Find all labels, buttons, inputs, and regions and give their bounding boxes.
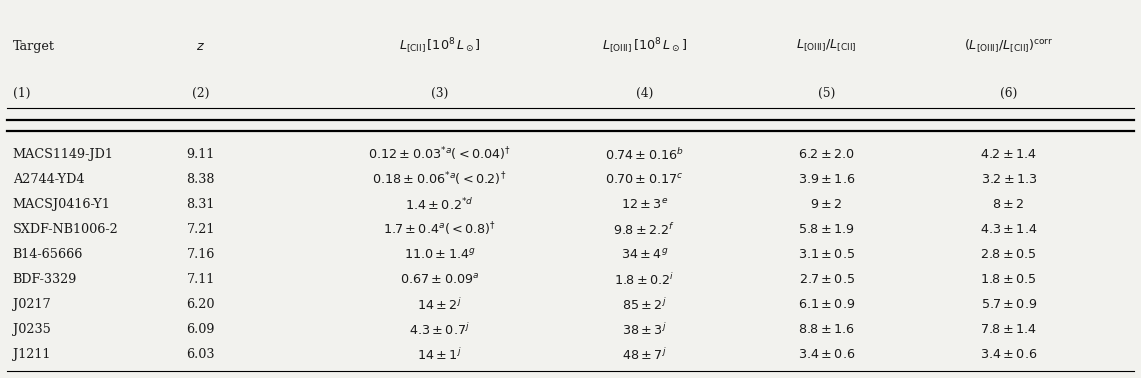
Text: (2): (2) xyxy=(192,87,209,100)
Text: $8.8\pm1.6$: $8.8\pm1.6$ xyxy=(798,323,855,336)
Text: $3.4\pm0.6$: $3.4\pm0.6$ xyxy=(798,348,856,361)
Text: $14\pm2^{j}$: $14\pm2^{j}$ xyxy=(418,297,462,313)
Text: (4): (4) xyxy=(636,87,653,100)
Text: J1211: J1211 xyxy=(13,348,50,361)
Text: $5.7\pm0.9$: $5.7\pm0.9$ xyxy=(980,298,1037,311)
Text: SXDF-NB1006-2: SXDF-NB1006-2 xyxy=(13,223,119,236)
Text: $11.0\pm1.4^{g}$: $11.0\pm1.4^{g}$ xyxy=(404,248,476,262)
Text: 7.21: 7.21 xyxy=(186,223,215,236)
Text: $34\pm4^{g}$: $34\pm4^{g}$ xyxy=(621,248,669,262)
Text: $2.7\pm0.5$: $2.7\pm0.5$ xyxy=(799,273,855,286)
Text: $L_{\rm [OIII]}\,[10^8\,L_\odot]$: $L_{\rm [OIII]}\,[10^8\,L_\odot]$ xyxy=(602,37,687,56)
Text: $1.8\pm0.5$: $1.8\pm0.5$ xyxy=(980,273,1037,286)
Text: $L_{\rm [CII]}\,[10^8\,L_\odot]$: $L_{\rm [CII]}\,[10^8\,L_\odot]$ xyxy=(398,37,480,56)
Text: $7.8\pm1.4$: $7.8\pm1.4$ xyxy=(980,323,1037,336)
Text: $85\pm2^{j}$: $85\pm2^{j}$ xyxy=(622,297,666,313)
Text: $12\pm3^{e}$: $12\pm3^{e}$ xyxy=(621,198,669,212)
Text: 6.09: 6.09 xyxy=(186,323,215,336)
Text: MACS1149-JD1: MACS1149-JD1 xyxy=(13,148,114,161)
Text: $0.18\pm0.06^{*a}(<0.2)^{\dagger}$: $0.18\pm0.06^{*a}(<0.2)^{\dagger}$ xyxy=(372,171,507,188)
Text: $z$: $z$ xyxy=(196,40,205,53)
Text: $3.9\pm1.6$: $3.9\pm1.6$ xyxy=(798,173,856,186)
Text: $6.1\pm0.9$: $6.1\pm0.9$ xyxy=(798,298,856,311)
Text: $1.8\pm0.2^{i}$: $1.8\pm0.2^{i}$ xyxy=(614,272,674,288)
Text: (3): (3) xyxy=(431,87,448,100)
Text: $6.2\pm2.0$: $6.2\pm2.0$ xyxy=(799,148,855,161)
Text: $4.2\pm1.4$: $4.2\pm1.4$ xyxy=(980,148,1037,161)
Text: $0.70\pm0.17^{c}$: $0.70\pm0.17^{c}$ xyxy=(605,173,683,187)
Text: $14\pm1^{j}$: $14\pm1^{j}$ xyxy=(418,347,462,363)
Text: $1.4\pm0.2^{*d}$: $1.4\pm0.2^{*d}$ xyxy=(405,197,474,212)
Text: $4.3\pm0.7^{j}$: $4.3\pm0.7^{j}$ xyxy=(410,322,470,338)
Text: $3.2\pm1.3$: $3.2\pm1.3$ xyxy=(980,173,1037,186)
Text: $(L_{\rm [OIII]}/L_{\rm [CII]})^{\rm corr}$: $(L_{\rm [OIII]}/L_{\rm [CII]})^{\rm cor… xyxy=(964,37,1053,55)
Text: (6): (6) xyxy=(1000,87,1018,100)
Text: $9\pm2$: $9\pm2$ xyxy=(810,198,843,211)
Text: 6.03: 6.03 xyxy=(186,348,215,361)
Text: $38\pm3^{j}$: $38\pm3^{j}$ xyxy=(622,322,666,338)
Text: B14-65666: B14-65666 xyxy=(13,248,83,261)
Text: $0.74\pm0.16^{b}$: $0.74\pm0.16^{b}$ xyxy=(605,147,683,163)
Text: A2744-YD4: A2744-YD4 xyxy=(13,173,84,186)
Text: $3.4\pm0.6$: $3.4\pm0.6$ xyxy=(980,348,1037,361)
Text: $4.3\pm1.4$: $4.3\pm1.4$ xyxy=(980,223,1037,236)
Text: $1.7\pm0.4^{a}(<0.8)^{\dagger}$: $1.7\pm0.4^{a}(<0.8)^{\dagger}$ xyxy=(383,221,496,239)
Text: (5): (5) xyxy=(818,87,835,100)
Text: 6.20: 6.20 xyxy=(186,298,215,311)
Text: (1): (1) xyxy=(13,87,31,100)
Text: J0235: J0235 xyxy=(13,323,50,336)
Text: $0.67\pm0.09^{a}$: $0.67\pm0.09^{a}$ xyxy=(399,273,479,287)
Text: MACSJ0416-Y1: MACSJ0416-Y1 xyxy=(13,198,111,211)
Text: J0217: J0217 xyxy=(13,298,50,311)
Text: 9.11: 9.11 xyxy=(186,148,215,161)
Text: $0.12\pm0.03^{*a}(<0.04)^{\dagger}$: $0.12\pm0.03^{*a}(<0.04)^{\dagger}$ xyxy=(369,146,511,163)
Text: 8.31: 8.31 xyxy=(186,198,215,211)
Text: $2.8\pm0.5$: $2.8\pm0.5$ xyxy=(980,248,1037,261)
Text: BDF-3329: BDF-3329 xyxy=(13,273,78,286)
Text: $L_{\rm [OIII]}/L_{\rm [CII]}$: $L_{\rm [OIII]}/L_{\rm [CII]}$ xyxy=(796,38,857,54)
Text: $48\pm7^{j}$: $48\pm7^{j}$ xyxy=(622,347,666,363)
Text: $9.8\pm2.2^{f}$: $9.8\pm2.2^{f}$ xyxy=(614,222,675,238)
Text: $8\pm2$: $8\pm2$ xyxy=(993,198,1025,211)
Text: 8.38: 8.38 xyxy=(186,173,215,186)
Text: $5.8\pm1.9$: $5.8\pm1.9$ xyxy=(799,223,855,236)
Text: Target: Target xyxy=(13,40,55,53)
Text: $3.1\pm0.5$: $3.1\pm0.5$ xyxy=(798,248,855,261)
Text: 7.16: 7.16 xyxy=(186,248,215,261)
Text: 7.11: 7.11 xyxy=(186,273,215,286)
